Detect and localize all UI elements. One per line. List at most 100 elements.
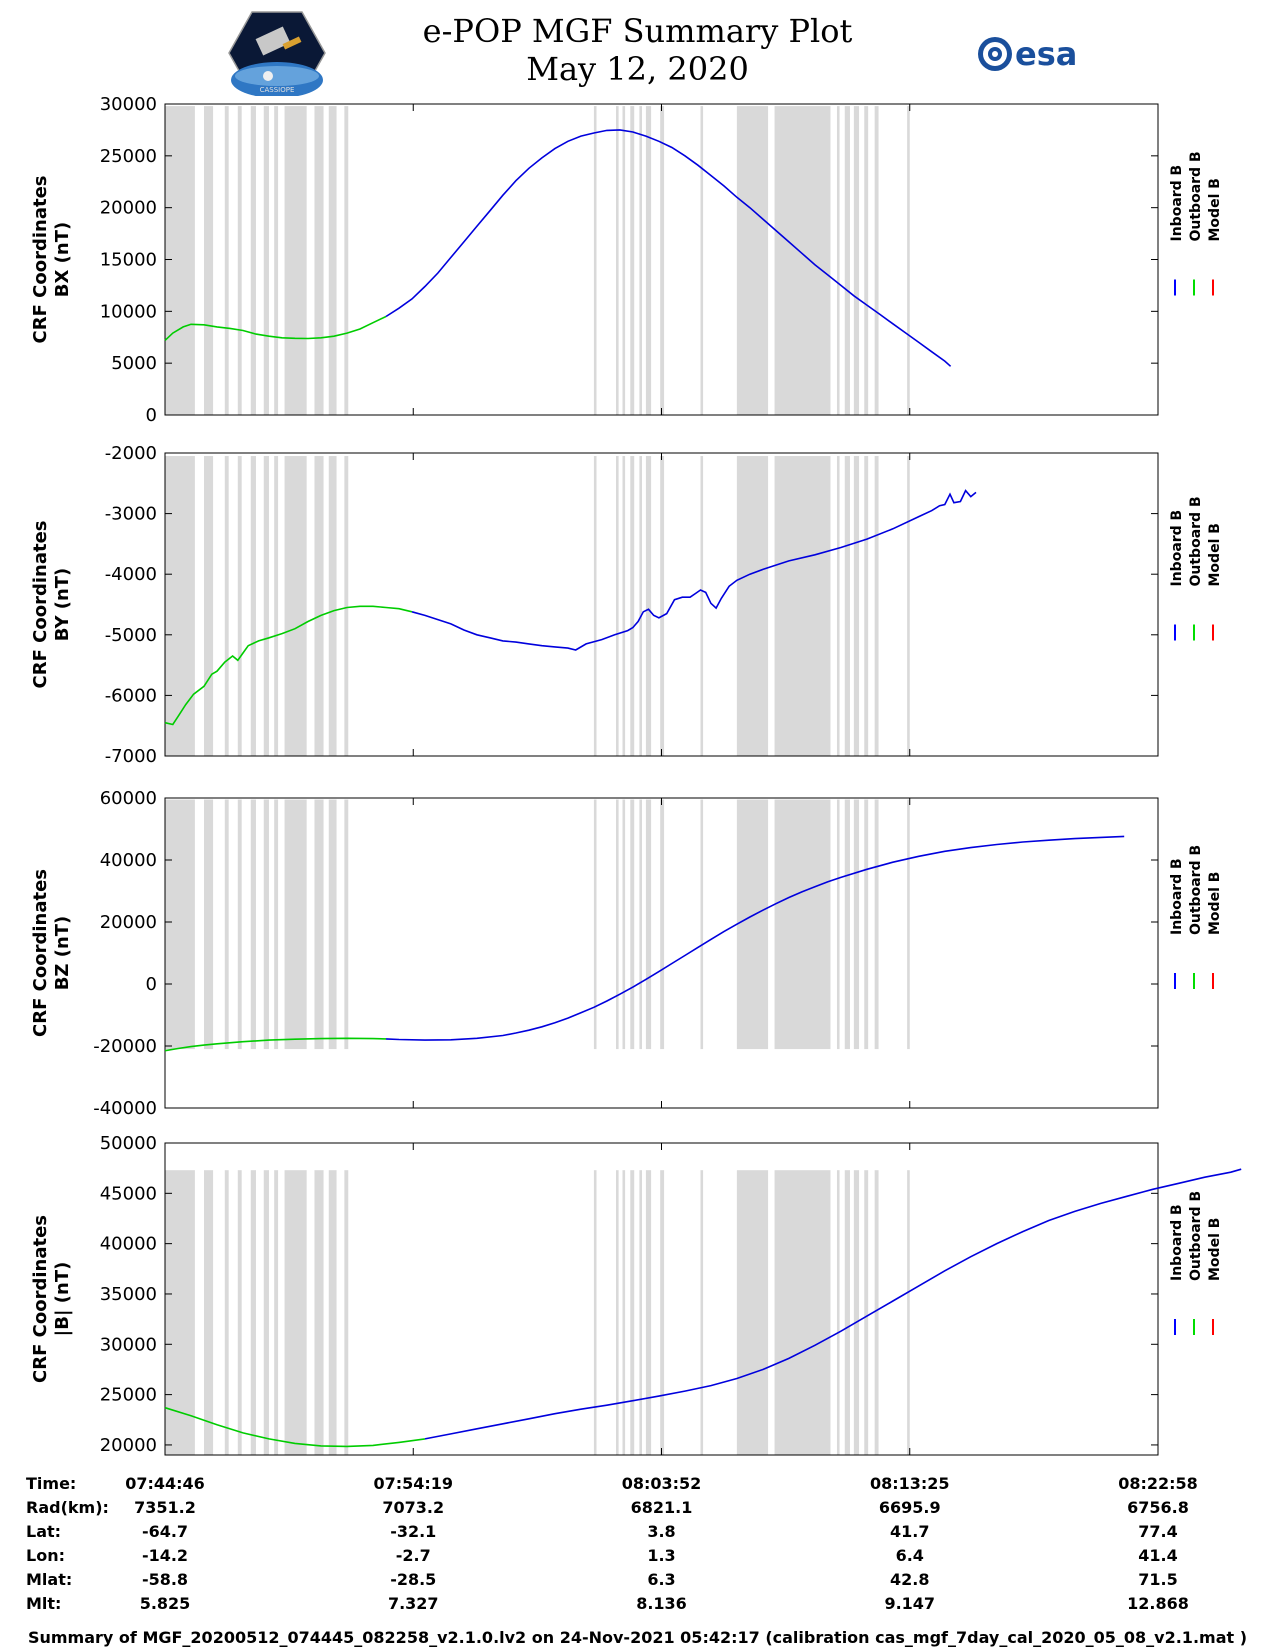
data-gap-band <box>736 799 769 1050</box>
data-gap-band <box>645 799 652 1050</box>
data-gap-band <box>224 1170 229 1455</box>
data-gap-band <box>593 456 597 756</box>
chart-panel-4: 20000 25000 30000 35000 40000 45000 50000 CRF C… <box>30 1133 1242 1456</box>
data-gap-band <box>736 1170 769 1455</box>
data-gap-band <box>284 1170 307 1455</box>
y-tick-label: 20000 <box>100 1435 157 1456</box>
y-tick-label: 60000 <box>100 788 157 809</box>
y-tick-label: -3000 <box>105 504 157 525</box>
y-axis-label-line1: CRF Coordinates <box>30 176 51 344</box>
y-axis-label: CRF CoordinatesBY (nT) <box>30 521 73 689</box>
data-gap-band <box>907 1170 910 1455</box>
data-gap-band <box>344 799 349 1050</box>
data-gap-band <box>660 799 665 1050</box>
data-gap-band <box>874 456 879 756</box>
data-gap-band <box>250 456 256 756</box>
data-gap-band <box>639 106 643 415</box>
data-gap-band <box>864 106 869 415</box>
data-gap-band <box>165 1170 195 1455</box>
data-gap-band <box>774 106 831 415</box>
data-gap-band <box>700 456 704 756</box>
legend-label: Outboard B <box>1188 496 1204 586</box>
data-gap-band <box>250 1170 256 1455</box>
y-axis-label: CRF Coordinates|B| (nT) <box>30 1215 73 1383</box>
data-gap-band <box>874 799 879 1050</box>
data-gap-band <box>774 1170 831 1455</box>
data-gap-band <box>622 1170 626 1455</box>
data-gap-band <box>224 106 229 415</box>
data-gap-band <box>645 456 652 756</box>
legend-label: Model B <box>1207 523 1223 586</box>
data-gap-band <box>224 799 229 1050</box>
y-axis-label: CRF CoordinatesBZ (nT) <box>30 869 73 1037</box>
legend-label: Inboard B <box>1169 1204 1185 1281</box>
data-gap-band <box>660 106 665 415</box>
chart-panel-3: -40000 -20000 0 20000 40000 60000 CRF Coordina… <box>30 788 1223 1119</box>
data-gap-band <box>864 799 869 1050</box>
chart-panel-2: -7000 -6000 -5000 -4000 -3000 -2000 CRF Coordi… <box>30 443 1223 767</box>
data-gap-band <box>844 1170 850 1455</box>
data-gap-band <box>237 1170 242 1455</box>
data-gap-band <box>328 1170 337 1455</box>
data-gap-band <box>237 456 242 756</box>
data-gap-band <box>630 1170 635 1455</box>
data-gap-band <box>165 456 195 756</box>
data-gap-band <box>593 799 597 1050</box>
series-line-outboard-b <box>164 1406 426 1448</box>
data-gap-band <box>203 456 214 756</box>
data-gap-band <box>593 1170 597 1455</box>
data-gap-band <box>844 456 850 756</box>
esa-logo-text: esa <box>1015 35 1077 73</box>
y-tick-label: 30000 <box>100 1334 157 1355</box>
data-gap-band <box>907 456 910 756</box>
data-gap-band <box>639 799 643 1050</box>
data-gap-band <box>314 1170 324 1455</box>
y-axis-label-line1: CRF Coordinates <box>30 1215 51 1383</box>
y-axis-label-line2: BY (nT) <box>52 568 73 642</box>
data-gap-band <box>274 1170 279 1455</box>
y-tick-label: -40000 <box>93 1098 157 1119</box>
y-tick-label: -20000 <box>93 1036 157 1057</box>
data-gap-band <box>237 799 242 1050</box>
plot-date: May 12, 2020 <box>526 50 749 88</box>
data-gap-band <box>874 106 879 415</box>
data-gap-band <box>263 456 269 756</box>
data-gap-band <box>844 799 850 1050</box>
data-gap-band <box>853 1170 860 1455</box>
data-gap-band <box>616 456 619 756</box>
data-gap-band <box>645 1170 652 1455</box>
data-gap-band <box>736 456 769 756</box>
data-gap-band <box>165 799 195 1050</box>
y-tick-label: 25000 <box>100 146 157 167</box>
data-gap-band <box>774 799 831 1050</box>
series-line-inboard-b <box>385 129 952 367</box>
data-gap-band <box>622 456 626 756</box>
data-gap-band <box>660 456 665 756</box>
cassiope-logo: CASSIOPE <box>228 11 326 96</box>
data-gap-band <box>844 106 850 415</box>
y-tick-label: 20000 <box>100 198 157 219</box>
data-gap-band <box>907 106 910 415</box>
data-gap-band <box>774 456 831 756</box>
data-gap-band <box>736 106 769 415</box>
data-gap-band <box>639 1170 643 1455</box>
y-axis-label-line2: BZ (nT) <box>52 916 73 991</box>
y-axis-label-line1: CRF Coordinates <box>30 869 51 1037</box>
y-tick-label: -7000 <box>105 746 157 767</box>
data-gap-band <box>250 106 256 415</box>
data-gap-band <box>284 456 307 756</box>
data-gap-band <box>700 1170 704 1455</box>
y-tick-label: -5000 <box>105 625 157 646</box>
esa-logo: esa <box>978 35 1077 73</box>
y-tick-label: -4000 <box>105 564 157 585</box>
data-gap-band <box>622 799 626 1050</box>
y-tick-label: -2000 <box>105 443 157 464</box>
y-tick-label: 0 <box>146 405 157 426</box>
data-gap-band <box>344 1170 349 1455</box>
series-line-inboard-b <box>385 835 1125 1041</box>
y-tick-label: 5000 <box>111 353 157 374</box>
data-gap-band <box>622 106 626 415</box>
y-tick-label: 40000 <box>100 850 157 871</box>
series-line-outboard-b <box>164 1037 387 1052</box>
series-line-inboard-b <box>424 1168 1242 1440</box>
